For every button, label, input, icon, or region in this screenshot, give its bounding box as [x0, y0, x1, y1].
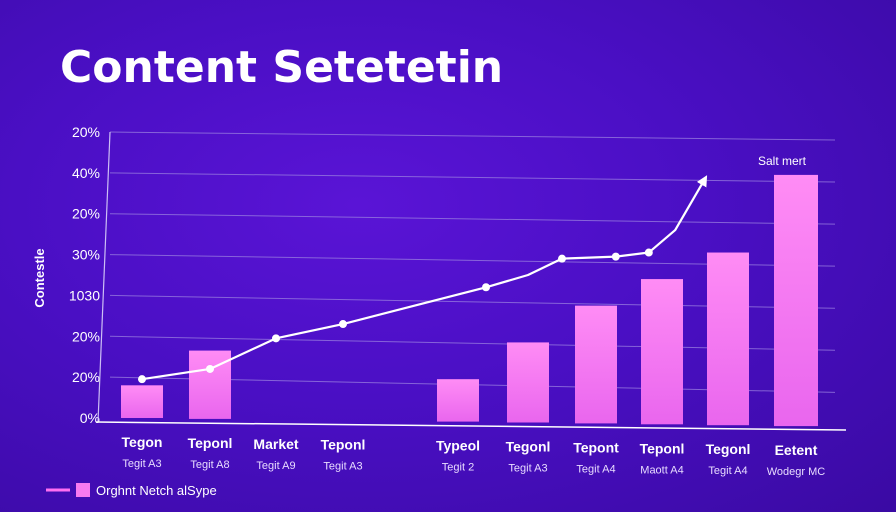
grid-line	[109, 131, 836, 141]
annotation-label: Salt mert	[758, 154, 807, 168]
legend-bar-swatch	[76, 483, 90, 497]
y-axis-label: Contestle	[32, 248, 47, 307]
x-category-label: Teponl	[640, 440, 685, 456]
x-category-label: Tegon	[122, 434, 163, 450]
trend-point	[138, 375, 146, 384]
trend-point	[206, 364, 214, 373]
x-category-sublabel: Maott A4	[640, 464, 683, 476]
x-category-label: Tepont	[573, 439, 619, 455]
bar	[507, 342, 549, 423]
bar	[575, 305, 617, 424]
trend-point	[339, 320, 347, 329]
x-category-label: Tegonl	[706, 441, 751, 457]
trend-point	[611, 252, 620, 261]
x-category-sublabel: Tegit A9	[256, 460, 295, 472]
bar	[189, 350, 231, 419]
x-category-sublabel: Tegit A4	[576, 463, 615, 475]
y-tick-label: 0%	[80, 410, 100, 426]
legend: Orghnt Netch alSype	[46, 483, 217, 498]
trend-series	[138, 175, 708, 384]
y-tick-label: 20%	[72, 206, 100, 222]
x-axis-line	[95, 421, 847, 431]
x-category-sublabel: Tegit 2	[442, 462, 474, 474]
y-tick-label: 20%	[72, 369, 100, 385]
bar	[121, 385, 163, 418]
grid-line	[109, 213, 836, 225]
bar	[707, 252, 749, 426]
trend-point	[644, 248, 653, 257]
bar	[774, 174, 818, 427]
y-tick-label: 40%	[72, 165, 100, 181]
x-category-label: Teponl	[321, 437, 366, 453]
y-tick-label: 20%	[72, 328, 100, 344]
x-category-label: Tegonl	[506, 439, 551, 455]
x-category-sublabel: Tegit A3	[323, 461, 362, 473]
x-category-sublabel: Tegit A3	[122, 458, 161, 470]
x-category-sublabel: Tegit A3	[508, 463, 547, 475]
bar	[641, 279, 683, 425]
bar-series	[121, 174, 818, 427]
x-category-label: Market	[253, 436, 298, 452]
y-tick-label: 1030	[69, 287, 100, 303]
bar	[437, 379, 479, 422]
y-tick-label: 20%	[72, 124, 100, 140]
chart-title: Content Setetetin	[60, 42, 503, 93]
y-axis-line	[97, 131, 111, 423]
x-category-label: Teponl	[188, 435, 233, 451]
grid-line	[109, 172, 836, 183]
trend-point	[558, 254, 566, 263]
x-category-sublabel: Tegit A4	[708, 465, 747, 477]
trend-line	[141, 175, 708, 381]
y-tick-label: 30%	[72, 247, 100, 263]
y-axis-ticks: 20% 40% 20% 30% 1030 20% 20% 0%	[69, 124, 100, 426]
x-category-sublabel: Wodegr MC	[767, 466, 826, 478]
x-category-label: Typeol	[436, 438, 480, 454]
legend-label: Orghnt Netch alSype	[96, 483, 217, 498]
x-axis-labels: Tegon Tegit A3 Teponl Tegit A8 Market Tegit A…	[122, 434, 826, 478]
x-category-sublabel: Tegit A8	[190, 459, 229, 471]
trend-point	[272, 334, 280, 343]
x-category-label: Eetent	[775, 442, 818, 458]
trend-point	[482, 283, 490, 292]
